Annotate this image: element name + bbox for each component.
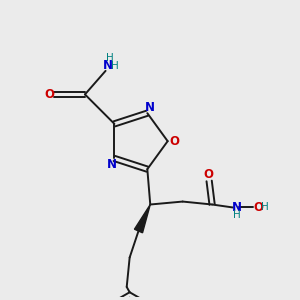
Text: N: N [107, 158, 117, 172]
Text: H: H [110, 61, 118, 70]
Text: O: O [204, 168, 214, 181]
Text: N: N [103, 59, 113, 72]
Polygon shape [134, 205, 150, 233]
Text: H: H [106, 53, 114, 64]
Text: O: O [44, 88, 54, 101]
Text: N: N [145, 101, 155, 114]
Text: O: O [169, 135, 179, 148]
Text: O: O [253, 201, 263, 214]
Text: N: N [232, 201, 242, 214]
Text: H: H [233, 210, 241, 220]
Text: H: H [261, 202, 269, 212]
